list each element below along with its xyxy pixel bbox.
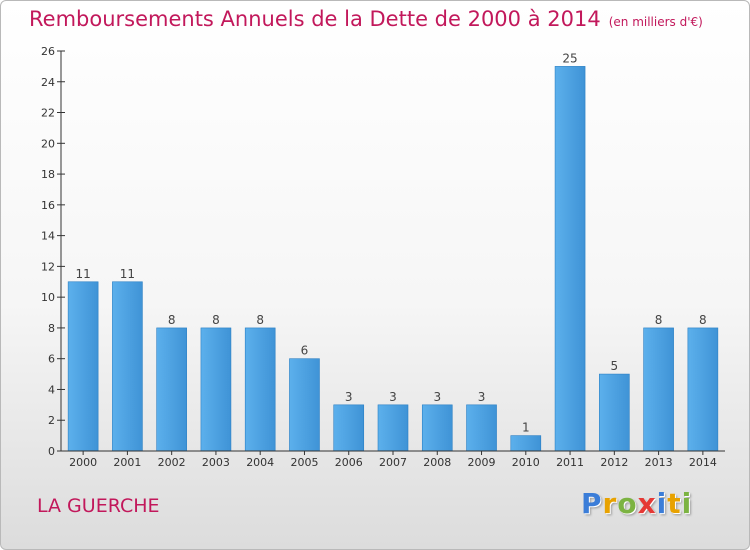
y-tick-label-6: 6 (48, 353, 55, 366)
bar-2011 (554, 66, 586, 452)
bar-2004 (244, 327, 276, 452)
logo-letter: i (681, 487, 693, 520)
y-tick-label-4: 4 (48, 383, 55, 396)
y-tick-label-22: 22 (41, 107, 55, 120)
logo-letter: o (617, 487, 638, 520)
x-tick-label-2011: 2011 (556, 456, 584, 469)
proxiti-logo: Proxiti (581, 487, 692, 520)
data-label-2003: 8 (212, 313, 220, 327)
y-tick-label-12: 12 (41, 260, 55, 273)
data-label-2004: 8 (256, 313, 264, 327)
x-tick-label-2008: 2008 (423, 456, 451, 469)
x-tick-label-2001: 2001 (113, 456, 141, 469)
data-label-2006: 3 (345, 390, 353, 404)
x-tick-label-2004: 2004 (246, 456, 274, 469)
bar-2010 (510, 435, 542, 452)
chart-title-text: Remboursements Annuels de la Dette de 20… (29, 7, 601, 31)
data-label-2013: 8 (655, 313, 663, 327)
bar-2009 (466, 404, 497, 452)
bar-2005 (289, 358, 320, 452)
x-tick-label-2007: 2007 (379, 456, 407, 469)
bar-2012 (599, 373, 630, 452)
bar-2013 (643, 327, 674, 452)
data-labels-group: 11 11 8 8 8 6 3 3 3 3 1 25 5 8 8 (75, 51, 706, 434)
unit-note: (en milliers d'€) (608, 15, 703, 29)
bar-2003 (200, 327, 232, 452)
bar-2007 (377, 404, 409, 452)
y-tick-label-18: 18 (41, 168, 55, 181)
data-label-2007: 3 (389, 390, 397, 404)
chart-title: Remboursements Annuels de la Dette de 20… (29, 7, 703, 31)
x-tick-label-2002: 2002 (158, 456, 186, 469)
data-label-2008: 3 (433, 390, 441, 404)
data-label-2009: 3 (478, 390, 486, 404)
y-tick-label-8: 8 (48, 322, 55, 335)
x-tick-label-2003: 2003 (202, 456, 230, 469)
x-tick-label-2000: 2000 (69, 456, 97, 469)
x-tick-label-2009: 2009 (468, 456, 496, 469)
bars-group (67, 66, 719, 452)
data-label-2011: 25 (562, 51, 577, 65)
y-tick-label-26: 26 (41, 45, 55, 58)
x-tick-label-2006: 2006 (335, 456, 363, 469)
bar-2001 (112, 281, 143, 452)
y-tick-label-0: 0 (48, 445, 55, 458)
y-tick-label-24: 24 (41, 76, 55, 89)
data-label-2001: 11 (120, 267, 135, 281)
logo-letter: P (581, 487, 603, 520)
logo-letter: r (602, 487, 618, 520)
data-label-2014: 8 (699, 313, 707, 327)
x-tick-label-2010: 2010 (512, 456, 540, 469)
x-axis: 2000 2001 2002 2003 2004 2005 2006 2007 2008 2009… (61, 450, 725, 469)
y-tick-label-14: 14 (41, 230, 55, 243)
y-tick-label-20: 20 (41, 137, 55, 150)
logo-letter: x (637, 487, 657, 520)
x-tick-label-2005: 2005 (290, 456, 318, 469)
y-tick-label-10: 10 (41, 291, 55, 304)
data-label-2010: 1 (522, 421, 530, 435)
x-tick-label-2012: 2012 (600, 456, 628, 469)
x-tick-label-2013: 2013 (645, 456, 673, 469)
data-label-2002: 8 (168, 313, 176, 327)
bar-2008 (421, 404, 453, 452)
place-name: LA GUERCHE (37, 495, 160, 517)
bar-2000 (67, 281, 99, 452)
data-label-2012: 5 (611, 359, 619, 373)
bar-2014 (687, 327, 719, 452)
logo-letter: t (667, 487, 682, 520)
y-tick-label-2: 2 (48, 414, 55, 427)
y-tick-label-16: 16 (41, 199, 55, 212)
bar-2006 (333, 404, 365, 452)
x-tick-label-2014: 2014 (689, 456, 717, 469)
data-label-2000: 11 (75, 267, 90, 281)
data-label-2005: 6 (301, 344, 309, 358)
bar-2002 (156, 327, 187, 452)
logo-letter: i (656, 487, 668, 520)
